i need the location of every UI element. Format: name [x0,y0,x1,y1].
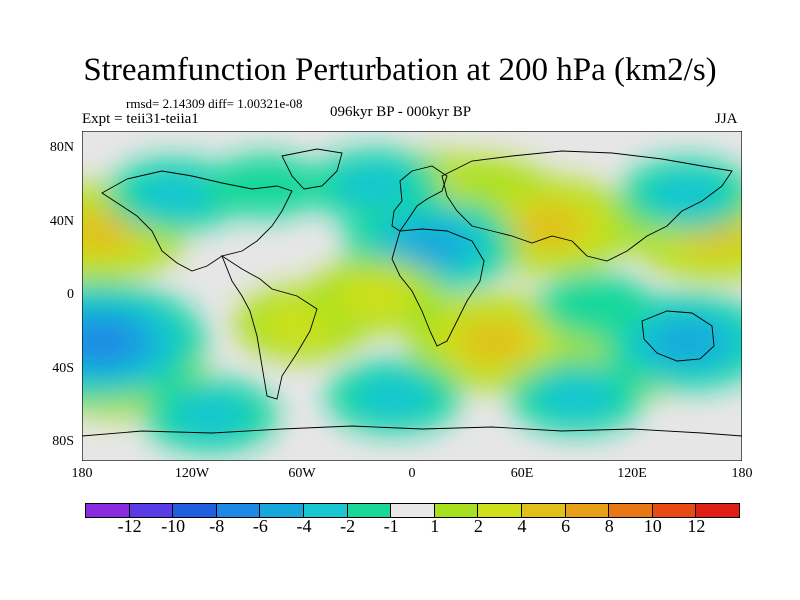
x-tick-label: 180 [71,466,93,481]
anomaly-contour [335,163,416,209]
colorbar-label: 8 [604,516,614,536]
colorbar-label: -4 [296,516,312,536]
anomaly-contour [133,172,214,218]
x-tick-label: 0 [408,466,416,481]
y-tick-label: 40S [52,361,74,376]
coast-europe [391,165,448,232]
anomaly-contour [393,223,468,266]
colorbar [85,503,740,518]
coast-africa [391,228,485,347]
anomaly-contour [457,321,532,363]
anomaly-contour [646,172,728,218]
anomaly-contour [335,273,416,319]
chart-title: Streamfunction Perturbation at 200 hPa (… [83,52,717,88]
anomaly-contour [82,211,138,253]
x-tick-label: 180 [731,466,753,481]
coast-antarctica [82,425,742,437]
coast-australia [641,310,715,362]
anomaly-contour [537,272,653,338]
colorbar-label: -1 [383,516,399,536]
y-tick-label: 80S [52,434,74,449]
anomaly-contour [649,321,725,363]
colorbar-label: 1 [430,516,440,536]
anomaly-contour [512,205,587,248]
x-tick-label: 120E [617,466,647,481]
colorbar-label: -8 [209,516,225,536]
colorbar-label: -12 [117,516,142,536]
colorbar-label: 10 [643,516,662,536]
coast-south-america [221,254,318,400]
colorbar-label: 6 [561,516,571,536]
rmsd-stats: rmsd= 2.14309 diff= 1.00321e-08 [126,96,303,111]
anomaly-contour [536,374,618,420]
coast-north-america [101,170,293,272]
anomaly-contour [207,153,323,219]
y-tick-label: 80N [49,140,74,155]
anomaly-contour [353,374,434,420]
anomaly-field [82,148,742,453]
x-tick-label: 60E [510,466,534,481]
colorbar-label: 12 [687,516,706,536]
season-label: JJA [715,111,738,127]
anomaly-contour [170,392,251,438]
anomaly-contour [82,322,136,362]
map-plot [82,131,742,461]
colorbar-label: -6 [252,516,268,536]
colorbar-label: 2 [473,516,483,536]
period-label: 096kyr BP - 000kyr BP [330,104,472,120]
colorbar-label: 4 [517,516,527,536]
coast-asia [441,150,733,262]
y-tick-label: 40N [49,214,74,229]
colorbar-label: -2 [340,516,356,536]
colorbar-label: -10 [161,516,186,536]
x-tick-label: 60W [288,466,316,481]
coast-greenland [281,148,343,190]
colorbar-swatch [695,503,740,518]
y-tick-label: 0 [67,287,74,302]
coastlines [82,148,742,437]
x-tick-label: 120W [174,466,210,481]
experiment-label: Expt = teii31-teiia1 [82,111,199,127]
